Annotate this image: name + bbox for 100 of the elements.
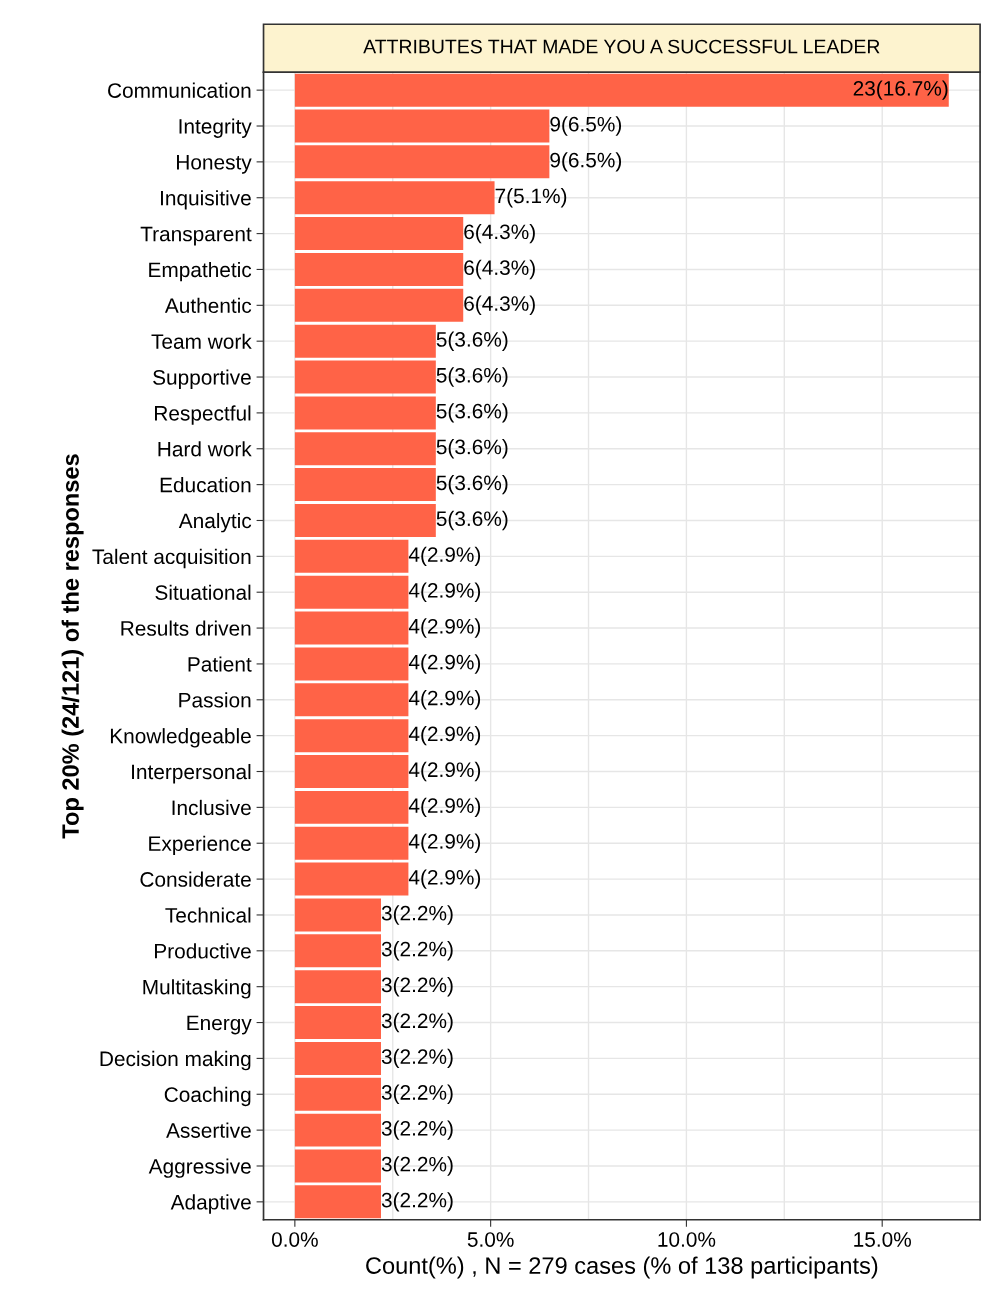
y-tick-label: Technical	[165, 907, 251, 923]
bar	[294, 755, 409, 789]
y-tick-label: Inclusive	[172, 799, 251, 816]
y-tick-label: Aggressive	[148, 1158, 251, 1178]
chart-title: ATTRIBUTES THAT MADE YOU A SUCCESSFUL LEADER	[363, 39, 880, 54]
data-label: 3(2.2%)	[381, 1084, 453, 1104]
data-label: 23(16.7%)	[853, 80, 948, 100]
y-tick-label: Interpersonal	[132, 763, 251, 784]
y-tick-label: Analytic	[178, 512, 252, 533]
y-tick-label: Energy	[187, 1015, 252, 1035]
data-label: 3(2.2%)	[381, 1012, 453, 1033]
y-tick-label: Respectful	[155, 405, 251, 425]
bar	[294, 719, 409, 753]
data-label: 3(2.2%)	[381, 1048, 453, 1069]
data-label: 3(2.2%)	[381, 1120, 453, 1140]
y-tick-label: Education	[160, 477, 251, 493]
y-tick-label: Communication	[108, 82, 251, 98]
bar	[294, 1077, 381, 1111]
bar	[294, 252, 464, 286]
bar	[294, 468, 436, 502]
y-tick-label: Talent acquisition	[92, 548, 251, 569]
y-tick-label: Experience	[149, 835, 251, 856]
y-tick-label: Situational	[155, 584, 251, 600]
bar	[294, 1006, 381, 1040]
data-label: 6(4.3%)	[464, 295, 535, 316]
y-tick-label: Inquisitive	[161, 190, 251, 210]
data-label: 4(2.9%)	[408, 797, 481, 818]
data-label: 4(2.9%)	[408, 618, 481, 638]
data-label: 4(2.9%)	[408, 761, 481, 782]
data-label: 5(3.6%)	[436, 331, 508, 351]
bar	[294, 683, 409, 717]
data-label: 4(2.9%)	[408, 690, 481, 710]
bar	[294, 1113, 381, 1147]
bar	[294, 539, 409, 573]
y-tick-label: Results driven	[121, 620, 251, 636]
y-tick-label: Knowledgeable	[110, 728, 251, 748]
bar	[294, 970, 381, 1004]
data-label: 4(2.9%)	[408, 725, 481, 746]
y-tick-label: Authentic	[164, 297, 252, 314]
data-label: 4(2.9%)	[408, 654, 481, 674]
x-tick-label: 0.0%	[271, 1232, 318, 1247]
bar	[294, 109, 550, 143]
y-tick-label: Assertive	[166, 1122, 251, 1138]
bar	[294, 217, 464, 251]
bar	[294, 934, 381, 968]
bar	[294, 1041, 381, 1075]
data-label: 6(4.3%)	[464, 259, 535, 280]
data-label: 5(3.6%)	[436, 510, 508, 531]
y-tick-label: Passion	[179, 692, 251, 708]
bar	[294, 503, 436, 537]
bar	[294, 575, 409, 609]
bar	[294, 181, 495, 215]
y-tick-label: Transparent	[140, 226, 252, 246]
x-tick-label: 15.0%	[854, 1232, 911, 1247]
y-tick-label: Adaptive	[170, 1194, 251, 1214]
y-tick-label: Empathetic	[149, 261, 252, 282]
bar	[294, 826, 409, 860]
y-tick-label: Coaching	[164, 1086, 251, 1107]
bar	[294, 145, 550, 179]
y-tick-label: Hard work	[158, 441, 252, 457]
y-tick-label: Integrity	[179, 118, 252, 138]
y-tick-label: Productive	[155, 943, 251, 959]
data-label: 4(2.9%)	[408, 869, 481, 889]
data-label: 6(4.3%)	[464, 223, 535, 244]
bar	[294, 898, 381, 932]
data-label: 3(2.2%)	[381, 976, 453, 997]
data-label: 3(2.2%)	[381, 941, 453, 961]
data-label: 7(5.1%)	[495, 188, 567, 208]
bar	[294, 1149, 381, 1183]
data-label: 5(3.6%)	[436, 403, 508, 423]
data-label: 5(3.6%)	[436, 474, 508, 495]
data-label: 5(3.6%)	[436, 439, 508, 459]
y-tick-label: Honesty	[177, 155, 252, 174]
data-label: 4(2.9%)	[408, 833, 481, 853]
bar	[294, 396, 436, 430]
data-label: 9(6.5%)	[550, 116, 622, 136]
bar	[294, 611, 409, 645]
y-axis-title: Top 20% (24/121) of the responses	[61, 454, 84, 839]
bar	[294, 647, 409, 681]
x-tick-label: 10.0%	[658, 1232, 716, 1247]
y-tick-label: Multitasking	[143, 979, 251, 999]
y-tick-label: Decision making	[100, 1050, 251, 1071]
y-tick-label: Supportive	[153, 369, 251, 389]
data-label: 3(2.2%)	[381, 905, 453, 925]
bar	[294, 1185, 381, 1219]
bar	[294, 360, 436, 394]
y-tick-label: Team work	[151, 333, 252, 349]
bar	[294, 432, 436, 466]
bar	[294, 790, 409, 824]
data-label: 3(2.2%)	[381, 1156, 453, 1176]
y-tick-label: Considerate	[140, 871, 251, 887]
x-axis-title: Count(%) , N = 279 cases (% of 138 participants)	[366, 1256, 878, 1279]
data-label: 4(2.9%)	[408, 582, 481, 602]
bar	[294, 288, 464, 322]
x-tick-label: 5.0%	[467, 1232, 514, 1247]
data-label: 3(2.2%)	[381, 1192, 453, 1212]
bar	[294, 324, 436, 358]
data-label: 9(6.5%)	[550, 152, 622, 172]
bar	[294, 862, 409, 896]
y-tick-label: Patient	[188, 656, 252, 672]
